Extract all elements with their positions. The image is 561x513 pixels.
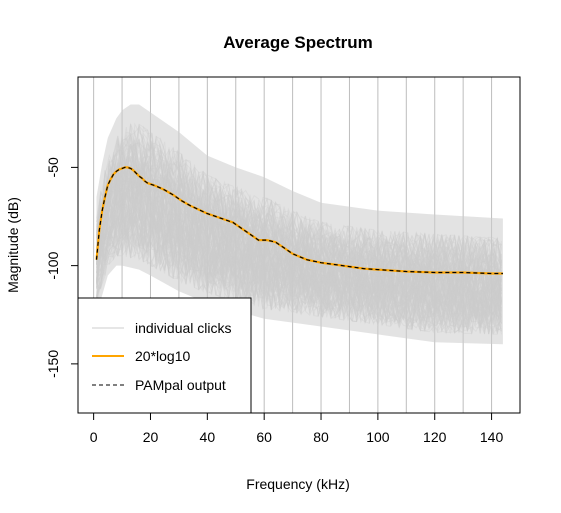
x-axis-label: Frequency (kHz): [246, 476, 349, 492]
plot-area: [93, 77, 503, 413]
chart-title: Average Spectrum: [223, 33, 373, 52]
legend: individual clicks 20*log10 PAMpal output: [77, 297, 252, 414]
line-pampal-output: [95, 166, 503, 275]
x-tick-label-60: 60: [256, 429, 272, 445]
x-tick-label-0: 0: [90, 429, 98, 445]
x-tick-label-120: 120: [423, 429, 447, 445]
x-tick-label-80: 80: [313, 429, 329, 445]
x-tick-label-100: 100: [366, 429, 390, 445]
y-tick-label--50: -50: [45, 157, 61, 177]
individual-clicks-band: [96, 104, 503, 345]
individual-clicks-series: [96, 104, 503, 345]
legend-label-pampal-output: PAMpal output: [135, 377, 226, 393]
x-tick-label-40: 40: [200, 429, 216, 445]
x-tick-label-140: 140: [480, 429, 504, 445]
x-tick-label-20: 20: [143, 429, 159, 445]
legend-box: [77, 297, 252, 414]
y-tick-label--100: -100: [45, 251, 61, 279]
legend-label-individual-clicks: individual clicks: [135, 320, 231, 336]
mean-series: [95, 166, 503, 275]
y-axis-label: Magnitude (dB): [5, 197, 21, 293]
y-tick-label--150: -150: [45, 350, 61, 378]
legend-label-20log10: 20*log10: [135, 348, 190, 364]
